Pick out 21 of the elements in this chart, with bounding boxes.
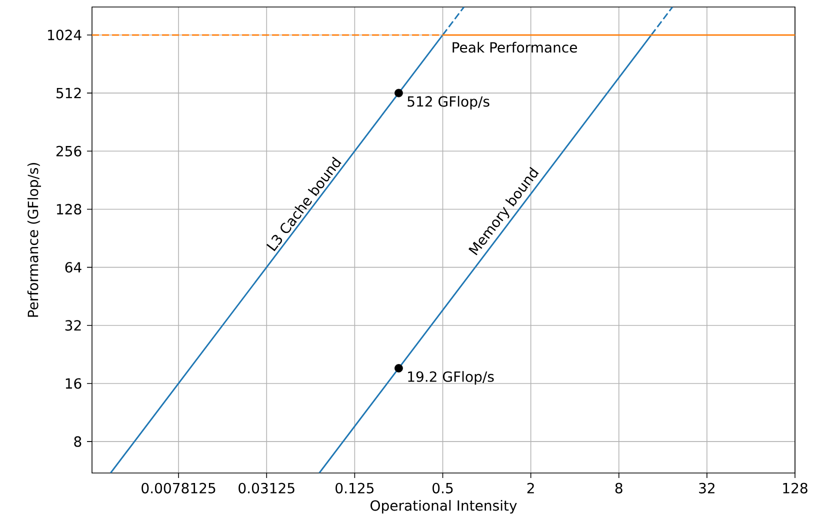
- y-tick-label: 1024: [48, 30, 82, 40]
- x-tick-label: 32: [699, 482, 714, 494]
- x-tick-label: 2: [527, 482, 534, 494]
- y-tick-label: 256: [56, 146, 82, 156]
- y-axis-title: Performance (GFlop/s): [27, 163, 41, 317]
- x-tick-label: 8: [615, 482, 622, 494]
- y-tick-label: 16: [66, 378, 82, 389]
- x-tick-label: 0.03125: [238, 482, 294, 494]
- annotation: 19.2 GFlop/s: [408, 371, 494, 385]
- x-tick-label: 128: [783, 482, 808, 494]
- annotation: Peak Performance: [452, 42, 577, 53]
- x-tick-label: 0.0078125: [142, 482, 216, 494]
- y-tick-label: 64: [65, 262, 82, 273]
- y-tick-label: 128: [56, 204, 82, 215]
- x-tick-label: 0.125: [336, 482, 374, 494]
- y-tick-label: 8: [74, 436, 82, 447]
- x-axis-title: Operational Intensity: [370, 500, 517, 514]
- x-tick-label: 0.5: [432, 482, 453, 494]
- annotation: 512 GFlop/s: [408, 96, 490, 110]
- y-tick-label: 32: [65, 320, 81, 331]
- y-tick-label: 512: [56, 88, 81, 98]
